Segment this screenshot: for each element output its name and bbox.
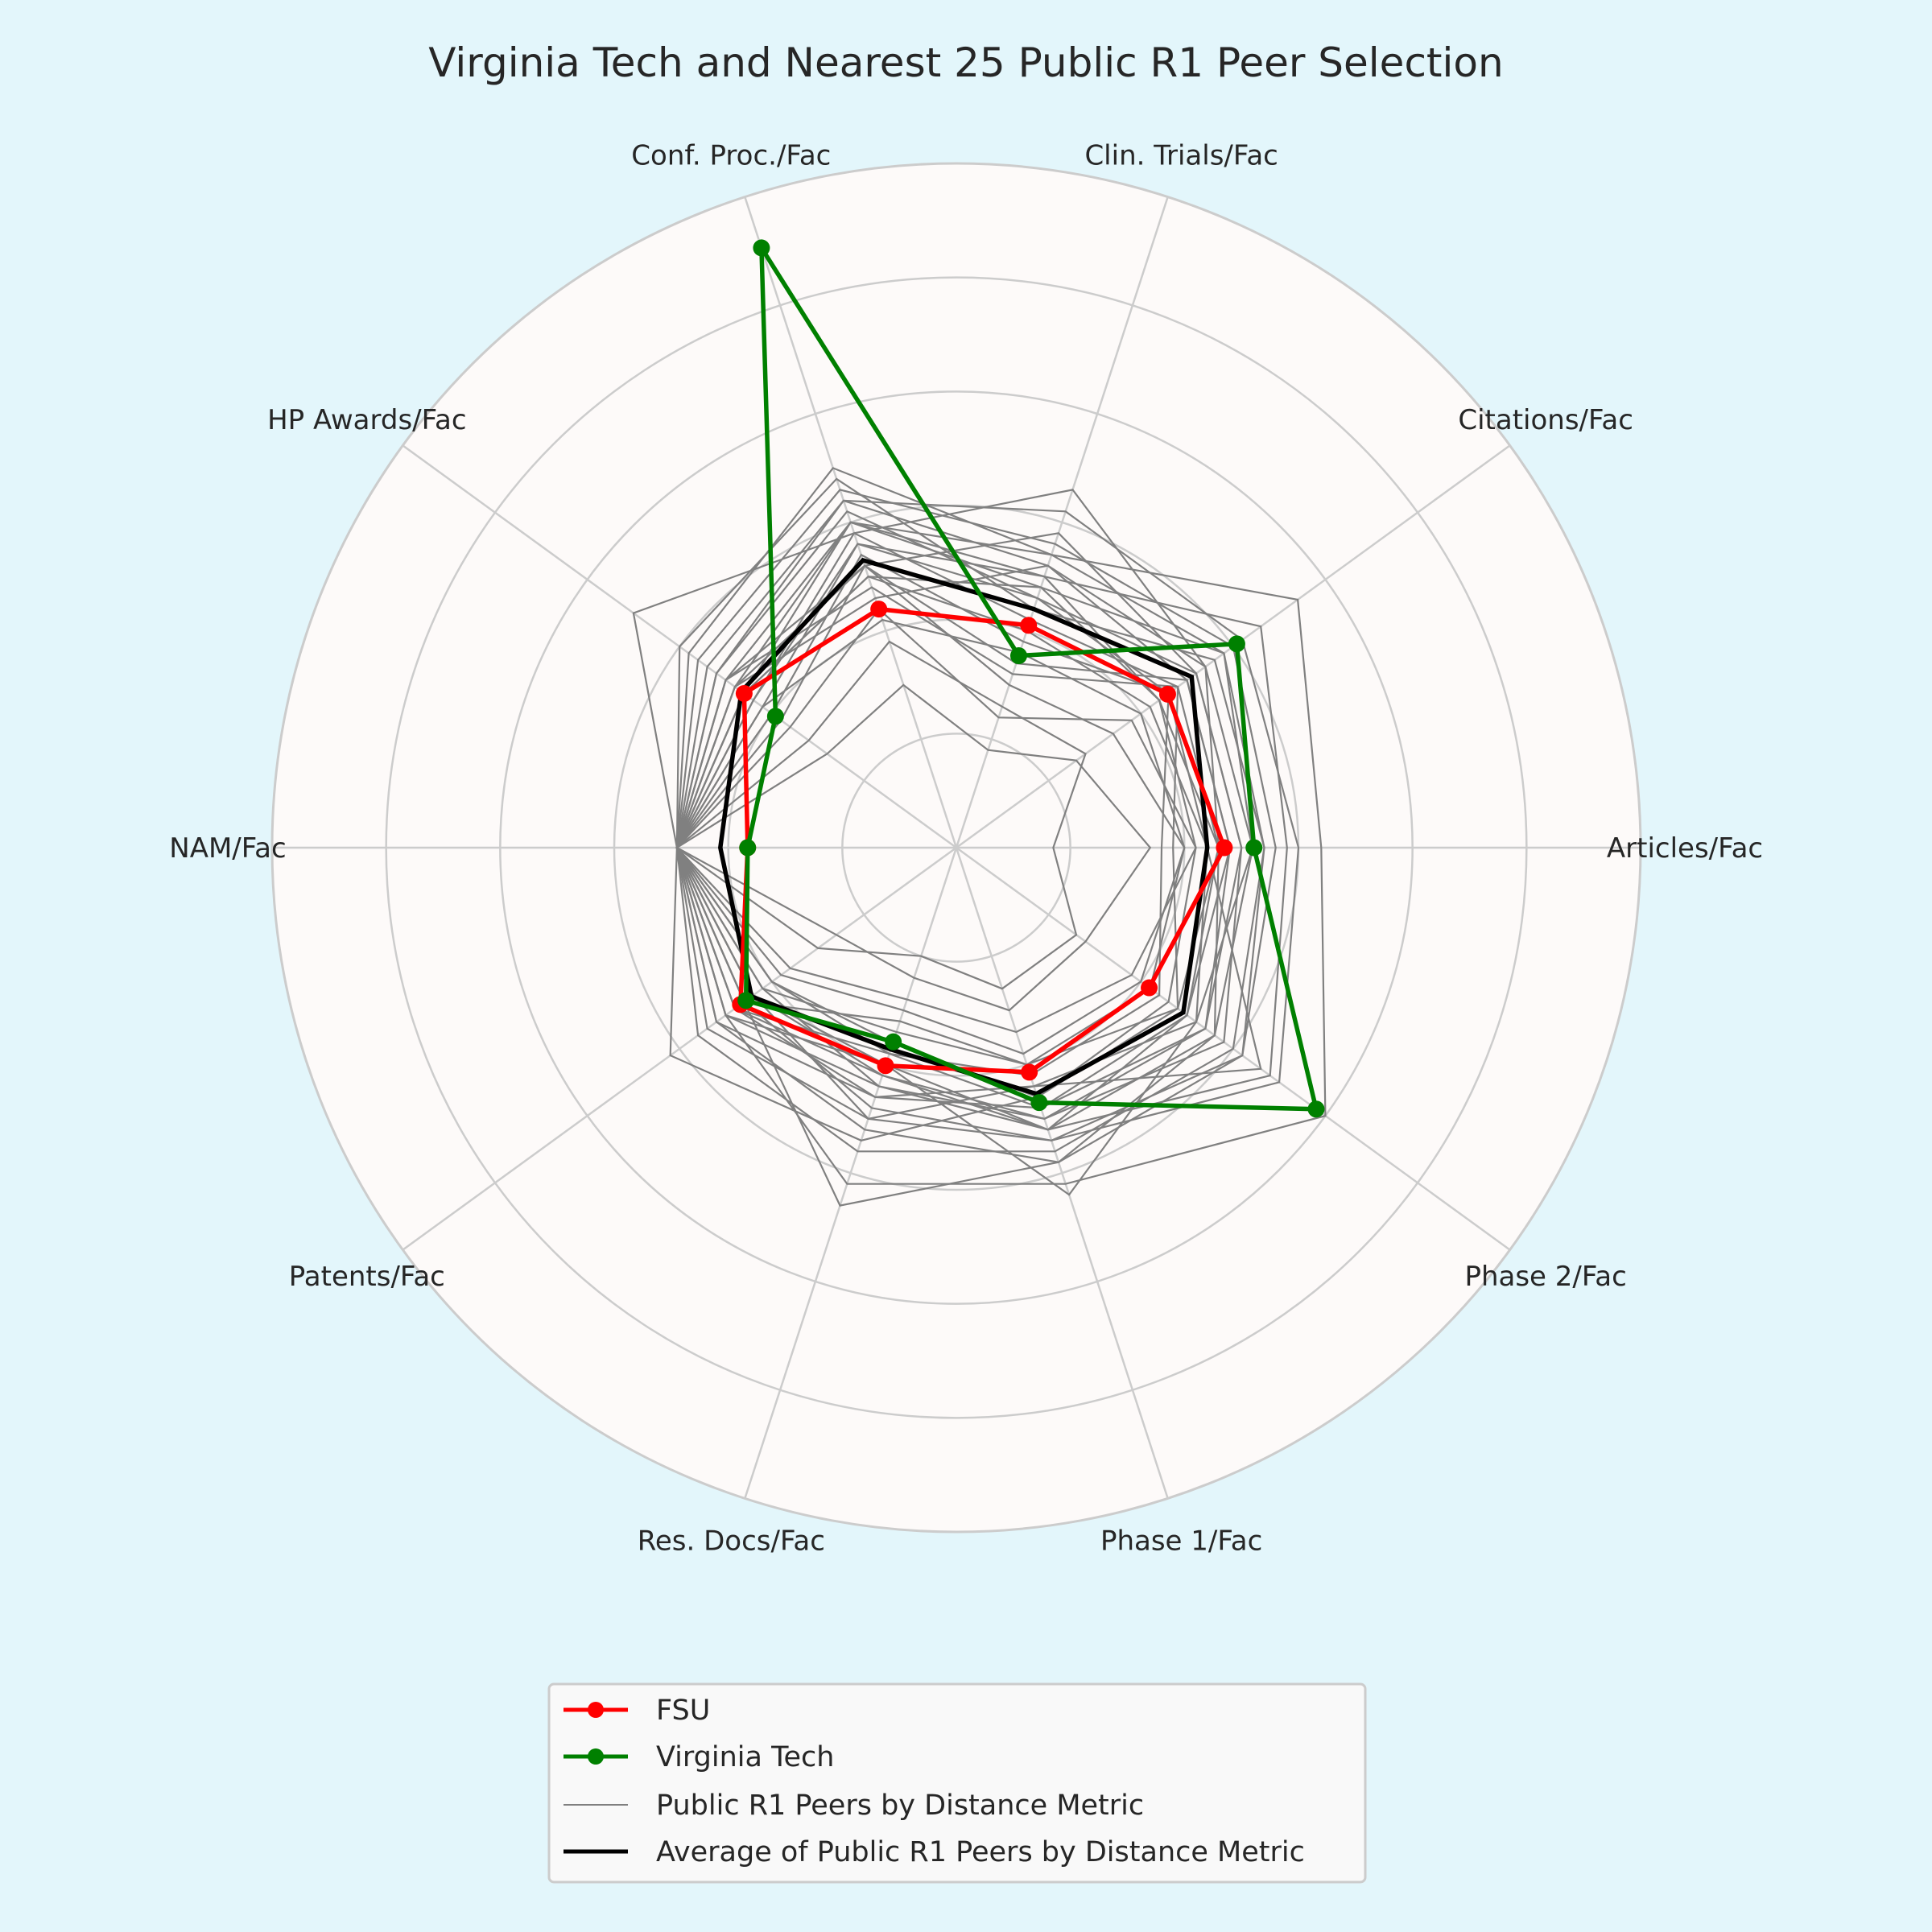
axis-label-nam-fac: NAM/Fac [169, 832, 286, 865]
point-virginia-tech-clin-trials-fac [1009, 647, 1027, 665]
point-virginia-tech-phase-1-fac [1030, 1094, 1048, 1112]
point-fsu-phase-1-fac [1021, 1063, 1038, 1081]
point-fsu-clin-trials-fac [1020, 617, 1038, 634]
legend-label-average: Average of Public R1 Peers by Distance M… [656, 1836, 1305, 1868]
legend-label-fsu: FSU [656, 1695, 710, 1727]
point-virginia-tech-conf-proc-fac [753, 239, 770, 257]
legend-marker-virginia-tech [588, 1748, 604, 1765]
point-virginia-tech-res-docs-fac [885, 1033, 902, 1051]
spoke-patents-fac [402, 846, 957, 1251]
point-fsu-articles-fac [1216, 839, 1233, 857]
point-fsu-citations-fac [1158, 685, 1176, 703]
legend-box [547, 1682, 1367, 1884]
axis-label-res-docs-fac: Res. Docs/Fac [638, 1525, 825, 1558]
chart-title: Virginia Tech and Nearest 25 Public R1 P… [428, 39, 1503, 86]
legend-marker-fsu [588, 1702, 604, 1718]
point-virginia-tech-citations-fac [1228, 635, 1245, 653]
axis-label-hp-awards-fac: HP Awards/Fac [267, 404, 467, 436]
point-fsu-conf-proc-fac [870, 601, 888, 618]
axis-label-phase-2-fac: Phase 2/Fac [1464, 1261, 1626, 1293]
axis-label-articles-fac: Articles/Fac [1607, 832, 1763, 865]
axis-label-conf-proc-fac: Conf. Proc./Fac [631, 139, 831, 171]
point-virginia-tech-phase-2-fac [1307, 1100, 1325, 1118]
axis-label-clin-trials-fac: Clin. Trials/Fac [1084, 139, 1278, 171]
point-virginia-tech-hp-awards-fac [766, 708, 784, 725]
peer-series-group [632, 467, 1327, 1207]
main-series-group [718, 239, 1325, 1118]
axis-labels: Articles/Fac Citations/Fac Clin. Trials/Fa… [169, 139, 1763, 1557]
axis-label-patents-fac: Patents/Fac [289, 1261, 445, 1293]
point-fsu-res-docs-fac [877, 1057, 894, 1075]
spoke-clin-trials-fac [955, 196, 1169, 848]
legend-label-virginia-tech: Virginia Tech [656, 1741, 834, 1773]
legend: FSU Virginia Tech Public R1 Peers by Dis… [547, 1682, 1367, 1884]
point-fsu-hp-awards-fac [735, 684, 753, 702]
axis-label-phase-1-fac: Phase 1/Fac [1100, 1525, 1262, 1558]
point-virginia-tech-articles-fac [1245, 839, 1263, 857]
point-fsu-phase-2-fac [1141, 979, 1158, 997]
point-virginia-tech-patents-fac [737, 992, 755, 1009]
spoke-phase-1-fac [955, 847, 1169, 1499]
peer-series-line [675, 576, 1220, 1131]
series-line-average-of-public-r1-peers-by-distance-metric [718, 557, 1210, 1096]
legend-label-peers: Public R1 Peers by Distance Metric [656, 1790, 1144, 1822]
point-virginia-tech-nam-fac [739, 839, 757, 857]
axis-label-citations-fac: Citations/Fac [1458, 404, 1633, 436]
